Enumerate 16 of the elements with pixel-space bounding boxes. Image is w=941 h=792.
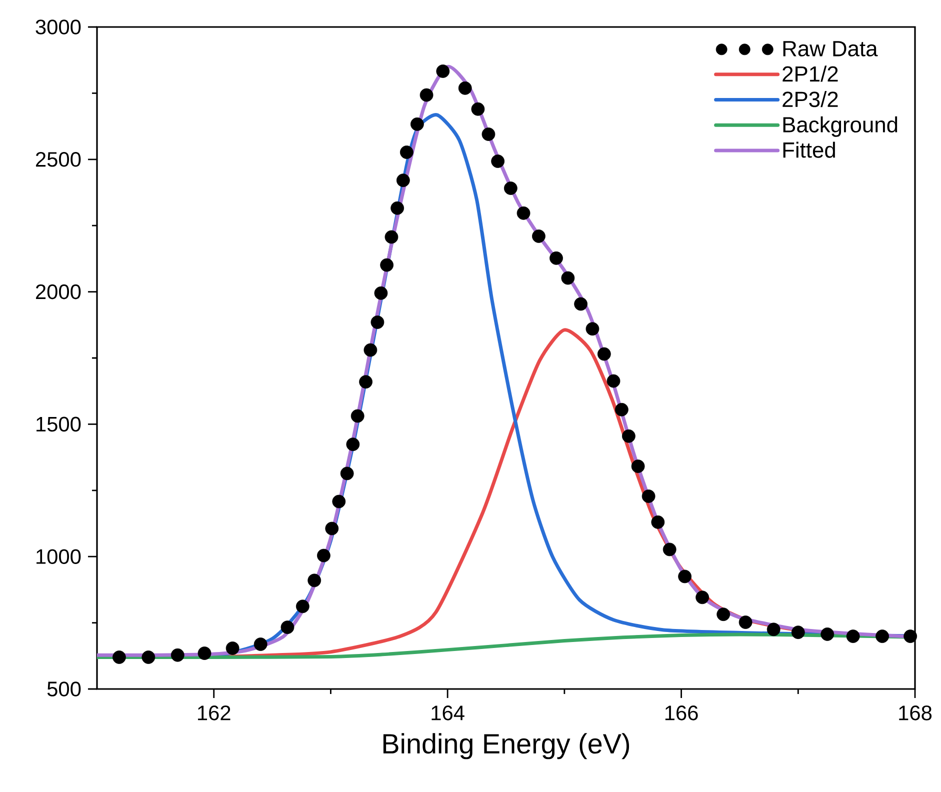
y-tick-label: 2500	[36, 152, 81, 167]
x-tick-label: 166	[665, 706, 698, 720]
y-tick-label: 500	[47, 682, 81, 696]
legend-label: Raw Data	[783, 41, 878, 56]
x-axis-title: Binding Energy (eV)	[383, 733, 630, 760]
x-tick-label: 162	[198, 706, 230, 720]
legend-label: 2P1/2	[782, 66, 838, 82]
x-tick-label: 168	[899, 706, 932, 720]
legend-label: Fitted	[783, 142, 835, 158]
y-tick-label: 3000	[36, 20, 81, 34]
y-tick-label: 2000	[36, 284, 81, 300]
x-tick-label: 164	[432, 706, 464, 720]
legend-label: Background	[783, 116, 898, 137]
legend-label: 2P3/2	[782, 91, 838, 108]
y-tick-label: 1000	[36, 549, 81, 564]
y-tick-label: 1500	[36, 416, 81, 432]
